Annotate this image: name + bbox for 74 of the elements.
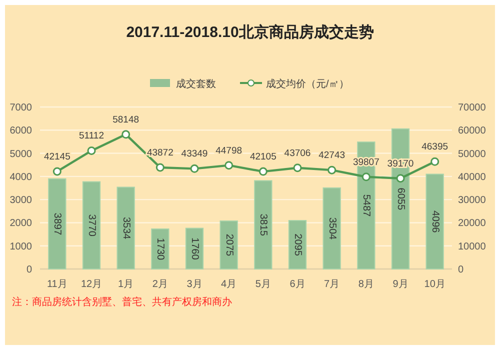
data-label: 51112 [78, 130, 104, 142]
data-label: 3897 [52, 212, 63, 236]
legend-label: 成交套数 [176, 78, 216, 90]
bar [48, 178, 66, 270]
y2-tick-label: 70000 [458, 102, 486, 114]
y2-tick-label: 60000 [458, 126, 486, 137]
data-label: 42743 [318, 150, 346, 162]
data-label: 3770 [86, 214, 97, 237]
data-label: 46395 [422, 142, 448, 153]
data-label: 2075 [223, 234, 234, 257]
data-label: 2095 [292, 234, 303, 256]
point [396, 174, 405, 183]
data-label: 3534 [120, 216, 132, 240]
y-tick-label: 2000 [10, 218, 32, 230]
point [328, 166, 336, 174]
y2-tick-label: 0 [458, 264, 464, 276]
chart-title: 2017.11-2018.10北京商品房成交走势 [126, 23, 374, 41]
point [430, 157, 440, 166]
data-label: 1760 [189, 238, 200, 260]
y2-tick-label: 30000 [458, 195, 486, 206]
text: 注：商品房统计含别墅、普宅、共有产权房和商办 [12, 296, 232, 308]
x-tick-label: 9月 [392, 279, 408, 290]
data-label: 42145 [44, 151, 70, 162]
bar [82, 181, 101, 270]
data-label: 6055 [395, 188, 406, 210]
x-tick-label: 1月 [118, 279, 134, 290]
data-label: 42105 [250, 152, 276, 163]
y2-tick-label: 20000 [458, 218, 486, 230]
y-tick-label: 5000 [10, 148, 32, 160]
point [87, 146, 96, 155]
point [122, 130, 130, 139]
y2-tick-label: 10000 [458, 241, 486, 252]
data-label: 44798 [216, 145, 242, 156]
y-tick-label: 1000 [10, 241, 32, 252]
data-label: 5487 [360, 194, 372, 218]
y2-tick-label: 40000 [458, 172, 486, 183]
bar [151, 228, 170, 270]
legend-label: 成交均价（元/㎡） [266, 78, 349, 90]
x-tick-label: 6月 [290, 279, 306, 290]
data-label: 4096 [429, 210, 440, 234]
x-tick-label: 2月 [152, 279, 168, 290]
y2-tick-label: 50000 [458, 148, 486, 160]
x-tick-label: 10月 [424, 279, 446, 290]
bar [254, 180, 272, 270]
x-tick-label: 4月 [221, 279, 237, 290]
bar [322, 187, 341, 270]
point [293, 164, 302, 172]
point [190, 164, 199, 173]
data-label: 3504 [326, 217, 338, 240]
y-tick-label: 6000 [10, 126, 32, 137]
point [156, 163, 164, 172]
point [362, 172, 370, 182]
data-label: 1730 [154, 238, 166, 261]
data-label: 43872 [146, 147, 174, 158]
point [258, 167, 268, 176]
x-tick-label: 5月 [255, 279, 271, 290]
y-tick-label: 0 [26, 264, 32, 276]
x-tick-label: 3月 [186, 279, 202, 290]
bar [116, 186, 135, 270]
data-label: 58148 [112, 114, 140, 126]
data-label: 43706 [284, 148, 311, 159]
bar [426, 174, 444, 270]
y-tick-label: 7000 [10, 102, 32, 114]
data-label: 43349 [181, 148, 208, 160]
x-tick-label: 8月 [358, 279, 374, 290]
x-tick-label: 12月 [80, 279, 102, 290]
y-tick-label: 4000 [10, 172, 32, 183]
point [52, 167, 62, 176]
point [224, 161, 234, 170]
bar [220, 220, 238, 270]
data-label: 3815 [258, 214, 269, 236]
x-tick-label: 7月 [324, 279, 340, 290]
y-tick-label: 3000 [10, 195, 32, 206]
x-tick-label: 11月 [46, 279, 68, 290]
